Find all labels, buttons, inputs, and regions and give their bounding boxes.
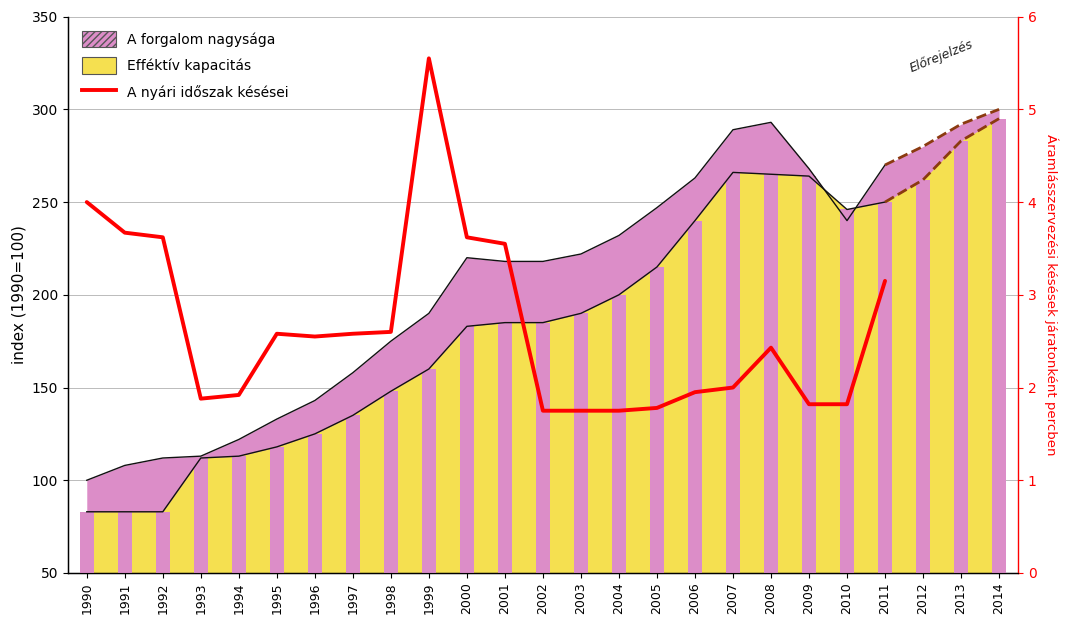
Bar <box>953 141 968 573</box>
Bar <box>422 369 437 573</box>
Bar <box>79 512 94 573</box>
Bar <box>574 313 588 573</box>
Bar <box>801 176 816 573</box>
Bar <box>612 295 626 573</box>
Bar <box>155 512 170 573</box>
Y-axis label: Áramlásszervezési késések járatonként percben: Áramlásszervezési késések járatonként pe… <box>1044 134 1059 456</box>
Bar <box>384 391 398 573</box>
Bar <box>270 447 284 573</box>
Bar <box>992 119 1006 573</box>
Bar <box>649 267 664 573</box>
Bar <box>877 202 892 573</box>
Bar <box>688 221 702 573</box>
Bar <box>118 512 132 573</box>
Bar <box>307 434 322 573</box>
Legend: A forgalom nagysága, Efféktív kapacitás, A nyári időszak késései: A forgalom nagysága, Efféktív kapacitás,… <box>75 24 296 107</box>
Text: Előrejelzés: Előrejelzés <box>907 38 975 75</box>
Bar <box>194 458 208 573</box>
Bar <box>536 322 550 573</box>
Bar <box>916 180 930 573</box>
Bar <box>460 326 474 573</box>
Bar <box>840 209 854 573</box>
Bar <box>346 416 361 573</box>
Bar <box>725 173 740 573</box>
Bar <box>498 322 513 573</box>
Bar <box>764 174 778 573</box>
Bar <box>231 456 246 573</box>
Y-axis label: index (1990=100): index (1990=100) <box>11 226 26 364</box>
